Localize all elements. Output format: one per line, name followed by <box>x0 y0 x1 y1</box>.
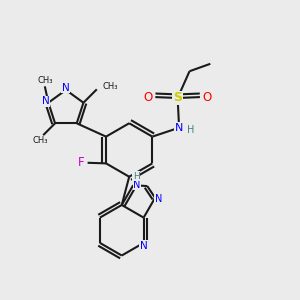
Text: H: H <box>133 172 140 181</box>
Text: N: N <box>155 194 162 204</box>
Text: CH₃: CH₃ <box>37 76 52 85</box>
Text: CH₃: CH₃ <box>102 82 118 91</box>
Text: H: H <box>187 125 194 135</box>
Text: N: N <box>133 180 140 190</box>
Text: CH₃: CH₃ <box>32 136 48 145</box>
Text: N: N <box>140 241 148 251</box>
Text: O: O <box>203 91 212 103</box>
Text: F: F <box>78 156 84 169</box>
Text: N: N <box>175 123 183 133</box>
Text: S: S <box>173 92 182 104</box>
Text: N: N <box>42 96 50 106</box>
Text: N: N <box>62 82 70 93</box>
Text: O: O <box>143 91 152 103</box>
